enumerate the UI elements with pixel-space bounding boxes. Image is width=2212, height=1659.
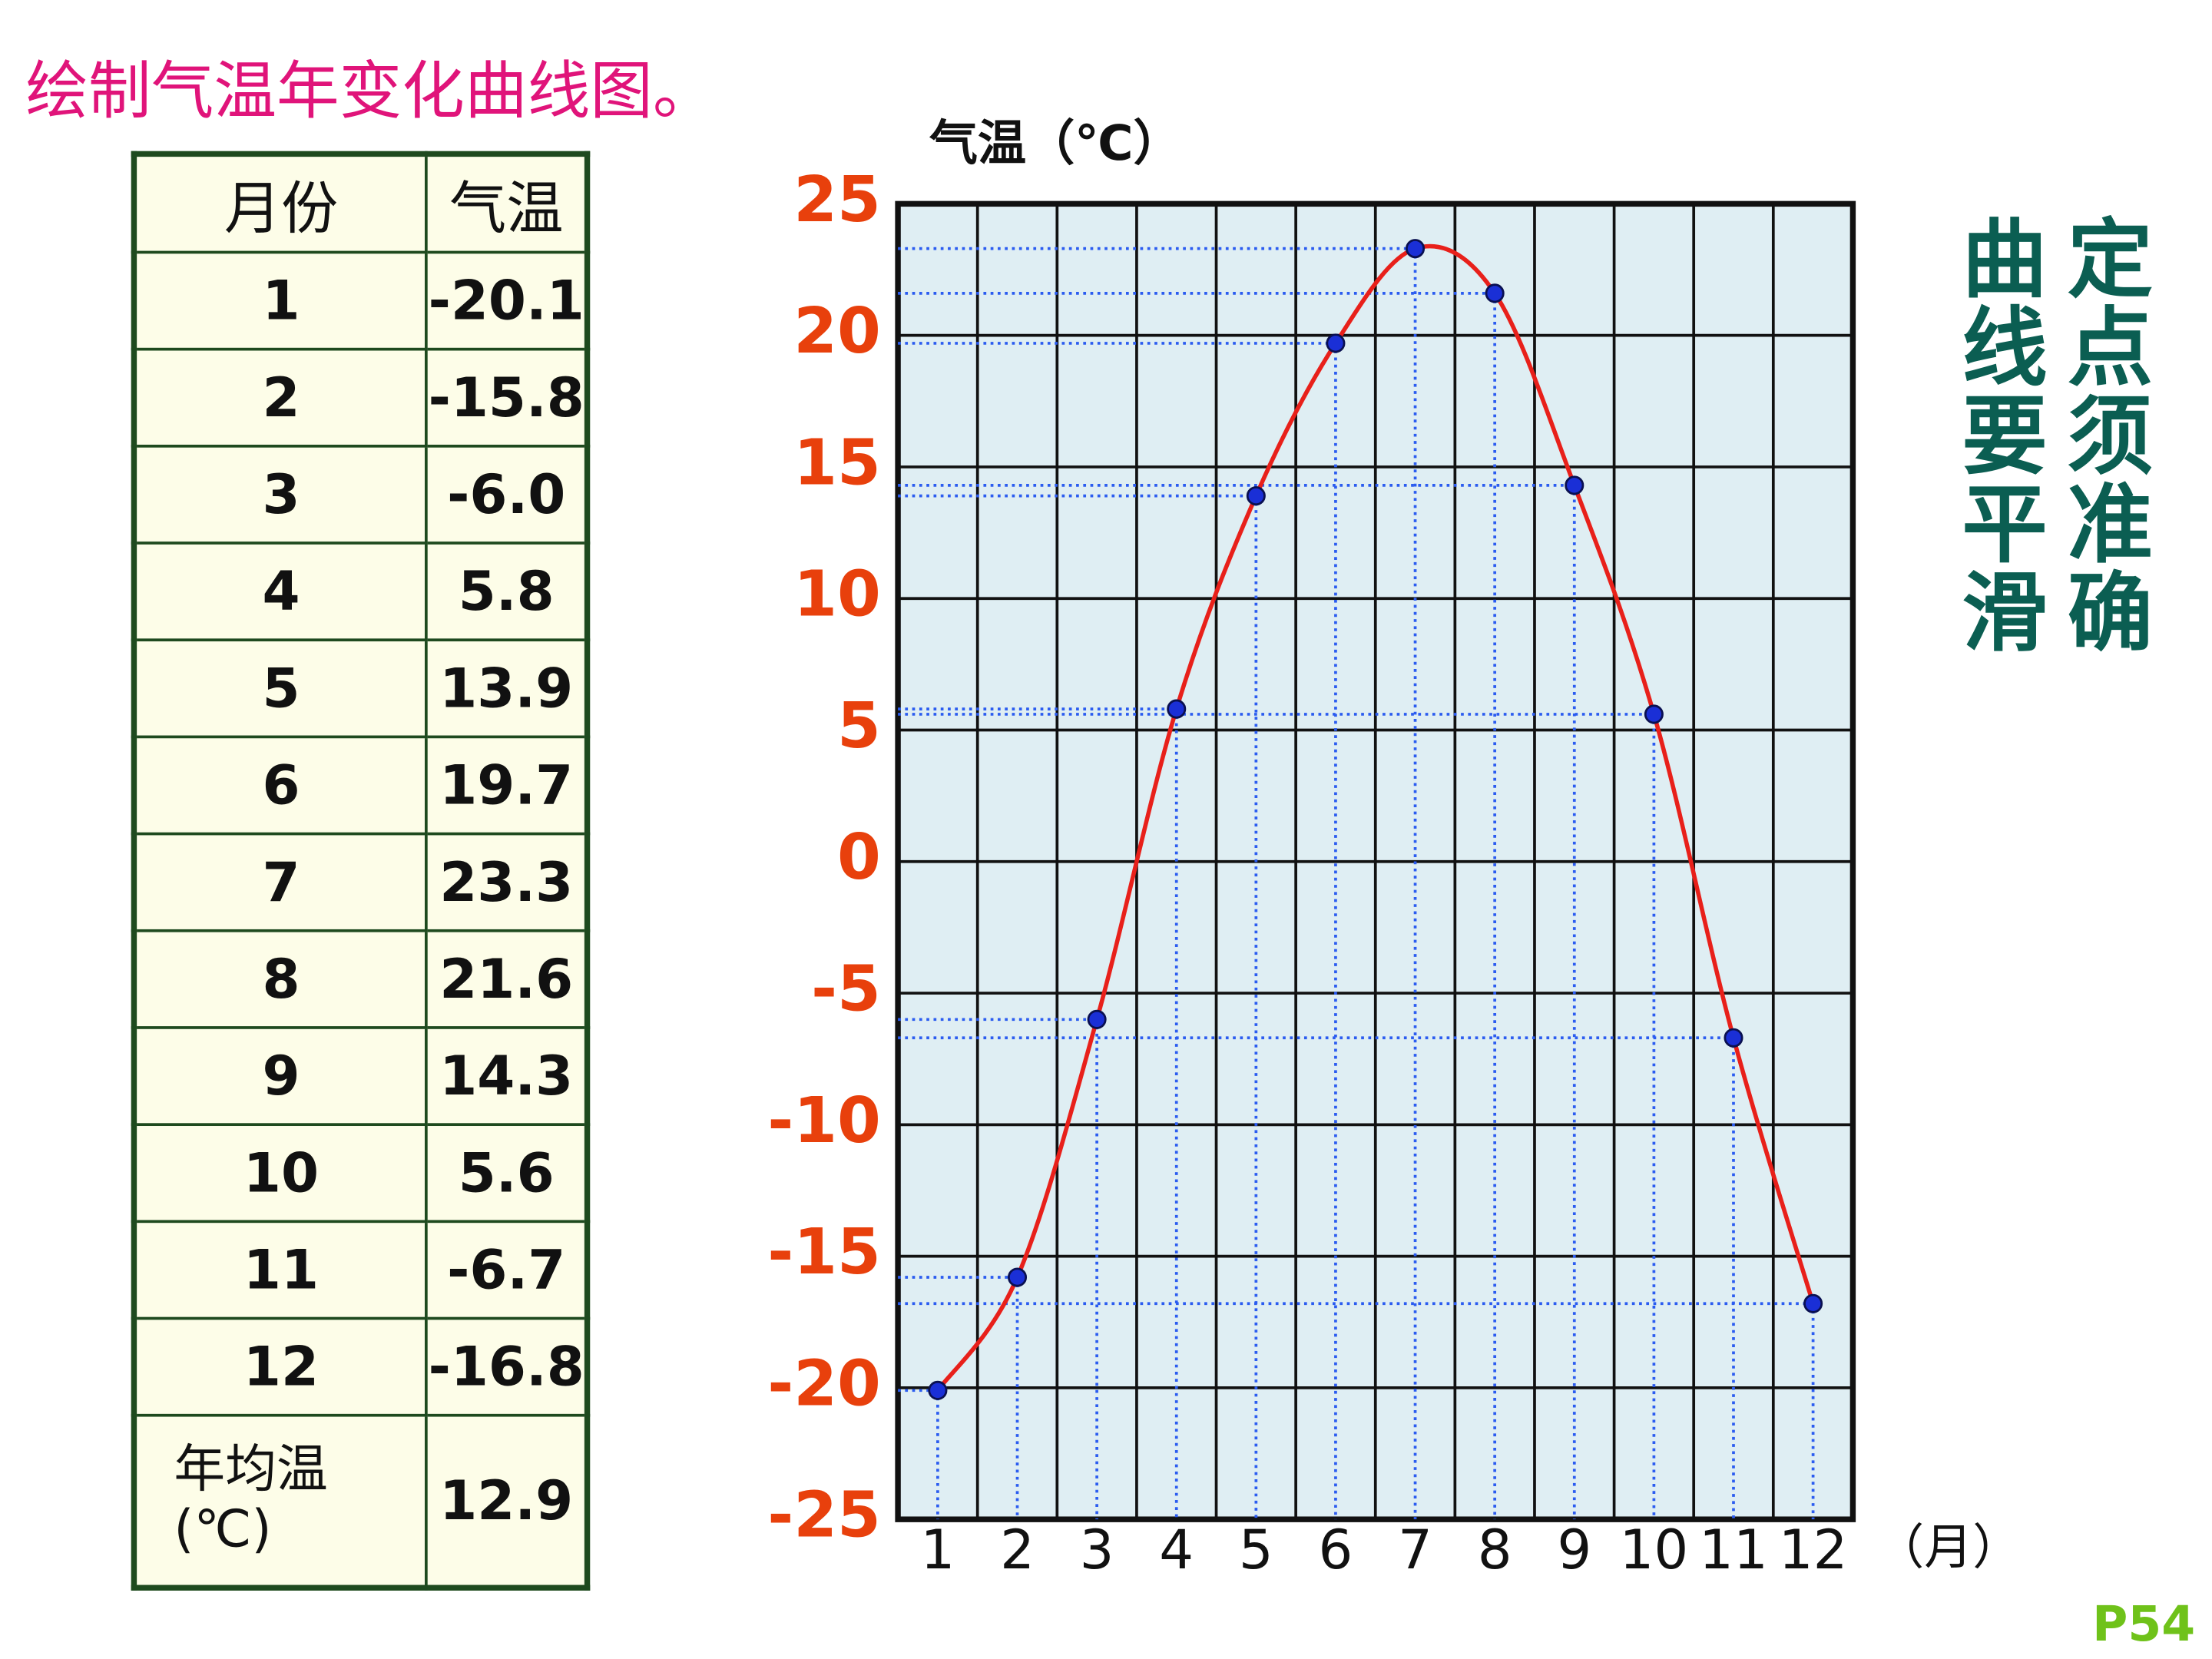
- point: [1485, 283, 1505, 303]
- x-tick-label: 5: [1239, 1518, 1273, 1581]
- table-cell: 2: [132, 347, 429, 448]
- table-row: 9 14.3: [132, 1026, 589, 1127]
- table-cell: -6.0: [425, 444, 589, 545]
- x-tick-label: 1: [920, 1518, 955, 1581]
- y-tick-label: 20: [793, 295, 881, 368]
- plot-frame: [895, 200, 1856, 1522]
- table-cell: -20.1: [425, 250, 589, 351]
- table-cell: 1: [132, 250, 429, 351]
- table-cell: 12.9: [425, 1413, 589, 1590]
- table-row: 7 23.3: [132, 832, 589, 932]
- x-tick-label: 4: [1159, 1518, 1194, 1581]
- table-cell: 年均温(℃): [132, 1413, 429, 1590]
- slide-title: 绘制气温年变化曲线图。: [25, 55, 716, 129]
- y-tick-label: -20: [767, 1347, 881, 1420]
- table-cell: 13.9: [425, 638, 589, 739]
- table-row: 3 -6.0: [132, 444, 589, 545]
- table-row: 12 -16.8: [132, 1316, 589, 1417]
- table-cell: 19.7: [425, 735, 589, 836]
- table-row: 11 -6.7: [132, 1220, 589, 1320]
- y-tick-label: -5: [811, 953, 881, 1026]
- table-body: 月份 气温 1 -20.1 2 -15.8 3 -6.0 4 5.8 5 13.9 6 19.7 7 23.3…: [132, 152, 589, 1590]
- table-row: 10 5.6: [132, 1123, 589, 1224]
- point: [928, 1380, 948, 1400]
- table-row: 年均温(℃) 12.9: [132, 1413, 589, 1590]
- point: [1724, 1028, 1743, 1048]
- table-row: 月份 气温: [132, 152, 589, 254]
- y-tick-label: 0: [837, 821, 881, 894]
- y-tick-label: 25: [793, 164, 881, 237]
- page-number: P54: [2092, 1596, 2196, 1654]
- table-cell: 10: [132, 1123, 429, 1224]
- table-cell: 12: [132, 1316, 429, 1417]
- table-cell: 6: [132, 735, 429, 836]
- x-tick-label: 6: [1319, 1518, 1353, 1581]
- table-cell: 8: [132, 929, 429, 1029]
- y-tick-label: 15: [793, 426, 881, 499]
- point: [1246, 486, 1266, 506]
- table-cell: 21.6: [425, 929, 589, 1029]
- table-cell: 11: [132, 1220, 429, 1320]
- table-row: 2 -15.8: [132, 347, 589, 448]
- table-row: 5 13.9: [132, 638, 589, 739]
- table-cell: 5: [132, 638, 429, 739]
- table-cell: 3: [132, 444, 429, 545]
- table-cell: 23.3: [425, 832, 589, 932]
- table-cell: 月份: [132, 152, 429, 254]
- note: 定点须准确: [2052, 214, 2153, 656]
- table-cell: 气温: [425, 152, 589, 254]
- line: [935, 243, 1816, 1392]
- table-row: 8 21.6: [132, 929, 589, 1029]
- table-cell: 5.6: [425, 1123, 589, 1224]
- x-tick-label: 7: [1398, 1518, 1432, 1581]
- y-tick-label: -10: [767, 1084, 881, 1157]
- table-cell: 5.8: [425, 541, 589, 642]
- x-axis-label: （月）: [1876, 1518, 2021, 1575]
- x-tick-label: 8: [1478, 1518, 1512, 1581]
- point: [1803, 1293, 1823, 1313]
- x-tick-label: 3: [1080, 1518, 1114, 1581]
- y-tick-label: 5: [837, 690, 881, 763]
- point: [1565, 475, 1584, 495]
- table-row: 6 19.7: [132, 735, 589, 836]
- point: [1406, 239, 1426, 259]
- table-row: 1 -20.1: [132, 250, 589, 351]
- y-tick-label: -25: [767, 1479, 881, 1552]
- point: [1326, 333, 1346, 353]
- point: [1167, 699, 1187, 719]
- table-cell: -16.8: [425, 1316, 589, 1417]
- x-tick-label: 9: [1557, 1518, 1591, 1581]
- note: 曲线要平滑: [1946, 214, 2047, 656]
- x-tick-label: 10: [1620, 1518, 1689, 1581]
- table-cell: -6.7: [425, 1220, 589, 1320]
- y-axis-label: 气温（℃）: [929, 114, 1182, 171]
- point: [1644, 704, 1664, 724]
- x-tick-label: 12: [1779, 1518, 1848, 1581]
- table-cell: 7: [132, 832, 429, 932]
- table-cell: 9: [132, 1026, 429, 1127]
- y-tick-label: -15: [767, 1216, 881, 1289]
- x-tick-label: 11: [1699, 1518, 1768, 1581]
- y-tick-label: 10: [793, 558, 881, 631]
- x-tick-label: 2: [1000, 1518, 1035, 1581]
- point: [1007, 1267, 1028, 1287]
- table-cell: 4: [132, 541, 429, 642]
- point: [1087, 1009, 1107, 1029]
- table-cell: 14.3: [425, 1026, 589, 1127]
- data-table: 月份 气温 1 -20.1 2 -15.8 3 -6.0 4 5.8 5 13.9 6 19.7 7 23.3…: [131, 151, 591, 1591]
- table-row: 4 5.8: [132, 541, 589, 642]
- table-cell: -15.8: [425, 347, 589, 448]
